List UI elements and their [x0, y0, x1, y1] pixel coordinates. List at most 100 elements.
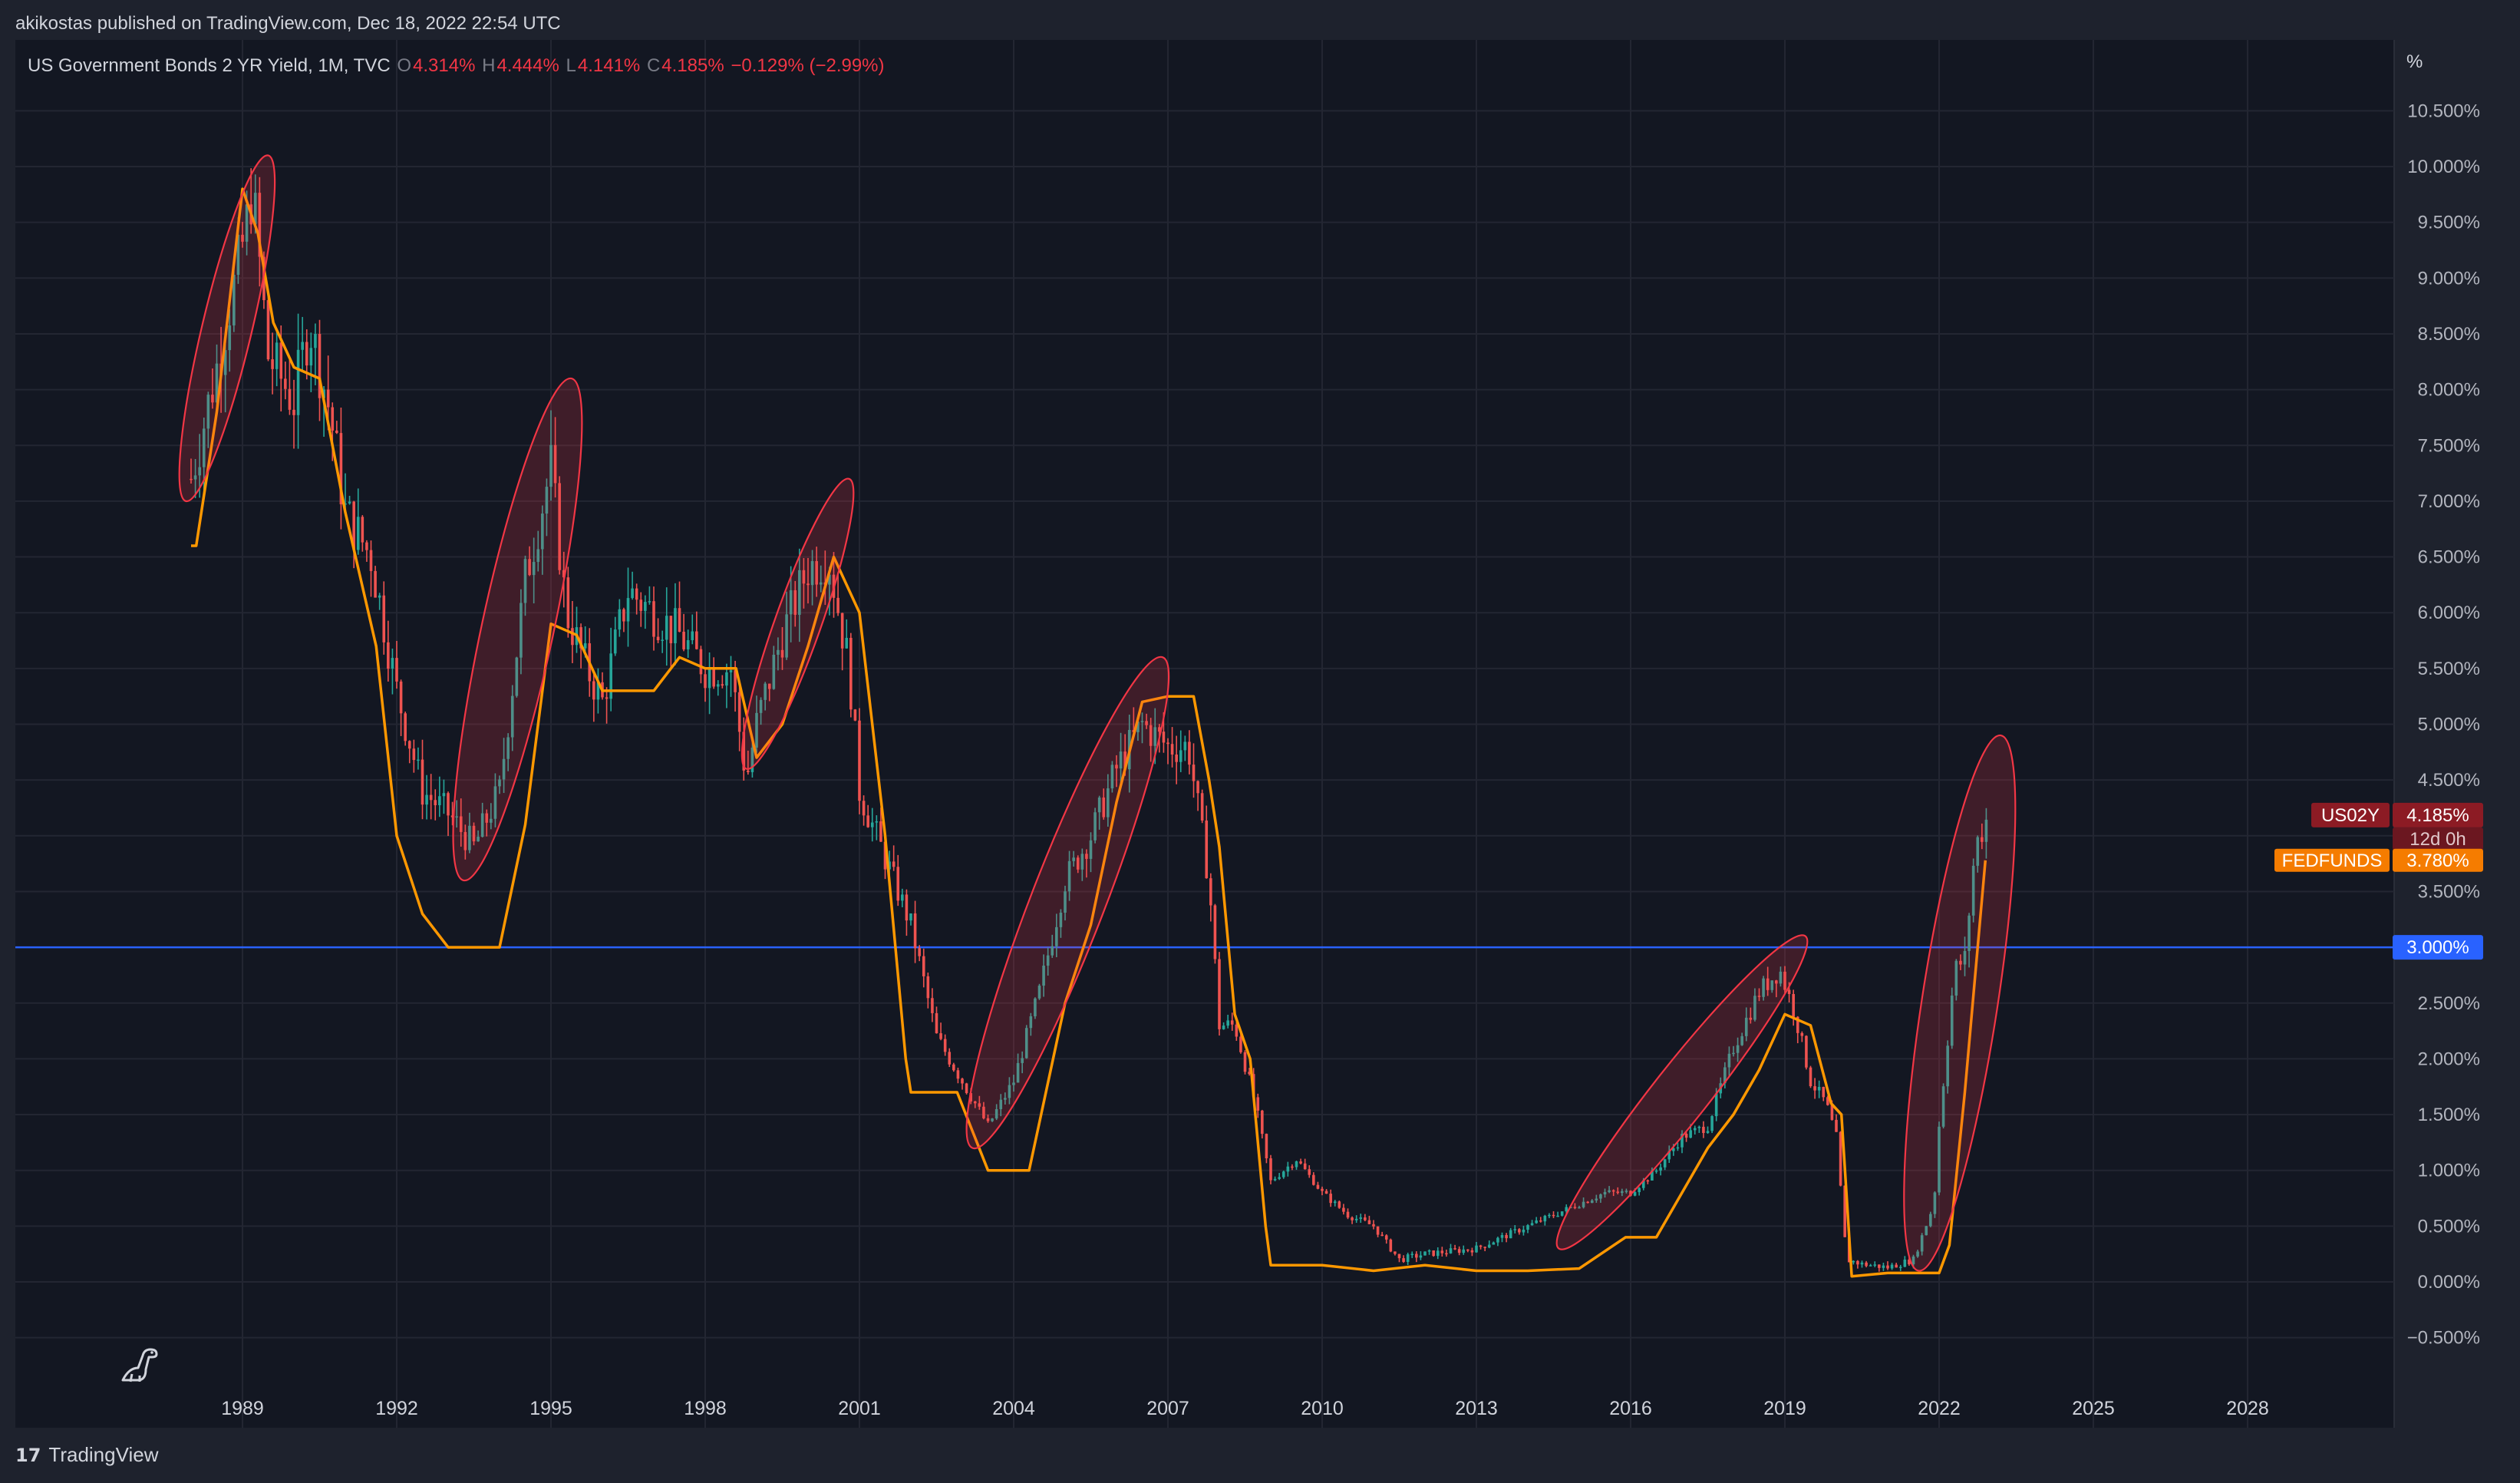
ellipse-annotation[interactable] [724, 471, 871, 777]
us02y-symbol-tag: US02Y [2321, 805, 2380, 826]
ellipse-annotation[interactable] [1537, 919, 1828, 1266]
candle-body [477, 837, 480, 842]
candle-body [1281, 1171, 1285, 1177]
y-tick-label: 7.500% [2418, 435, 2480, 456]
x-tick-label: 1989 [221, 1398, 264, 1419]
fedfunds-symbol-tag: FEDFUNDS [2282, 850, 2383, 871]
legend-change: −0.129% (−2.99%) [731, 55, 885, 76]
candle-body [1762, 978, 1765, 997]
candle-body [1321, 1188, 1324, 1191]
candle-body [1059, 912, 1063, 927]
candle-body [1158, 727, 1161, 732]
candle-body [678, 608, 681, 633]
candle-body [793, 590, 797, 615]
candle-body [1787, 989, 1791, 994]
candle-body [1757, 996, 1761, 997]
candle-body [1072, 857, 1075, 861]
candle-body [266, 300, 270, 360]
candle-body [883, 841, 887, 870]
series-legend[interactable]: US Government Bonds 2 YR Yield, 1M, TVC … [28, 55, 886, 77]
candle-body [1595, 1198, 1598, 1201]
candle-body [1723, 1067, 1727, 1084]
candle-body [1500, 1235, 1504, 1238]
y-tick-label: 7.000% [2418, 491, 2480, 512]
candle-body [669, 616, 673, 644]
candle-body [1372, 1224, 1375, 1227]
candle-body [909, 913, 912, 921]
candle-body [952, 1064, 955, 1071]
candle-body [1865, 1262, 1868, 1267]
candle-body [978, 1103, 981, 1107]
x-tick-label: 2013 [1455, 1398, 1498, 1419]
candle-body [1140, 721, 1144, 722]
tradingview-logo-icon[interactable]: 17 TradingView [15, 1443, 158, 1467]
candle-body [1380, 1234, 1384, 1237]
candle-body [1367, 1220, 1371, 1224]
candle-body [1286, 1166, 1290, 1172]
candle-body [806, 583, 810, 586]
candle-body [1578, 1207, 1581, 1209]
candle-body [228, 325, 232, 351]
candle-body [1119, 751, 1123, 769]
x-tick-label: 2007 [1146, 1398, 1189, 1419]
candle-body [314, 334, 317, 348]
us02y-countdown-tag-bg [2393, 827, 2483, 850]
legend-high-label: H [482, 55, 496, 76]
candle-body [1209, 878, 1212, 906]
fedfunds-price-tag-bg [2393, 848, 2483, 872]
candle-body [1714, 1093, 1718, 1117]
y-tick-label: 2.000% [2418, 1049, 2480, 1069]
candle-body [870, 822, 874, 827]
candle-body [1312, 1174, 1315, 1185]
candle-body [661, 639, 664, 641]
candle-body [1616, 1191, 1620, 1194]
candle-body [1192, 765, 1196, 781]
candle-body [528, 559, 531, 576]
candle-body [1188, 742, 1191, 765]
legend-close-value: 4.185% [661, 55, 724, 76]
candle-body [1672, 1148, 1675, 1151]
candle-body [1654, 1170, 1658, 1172]
ellipse-annotation[interactable] [162, 150, 292, 507]
candle-body [1929, 1214, 1932, 1227]
candle-body [644, 602, 647, 611]
candle-body [1107, 788, 1110, 817]
candle-body [1479, 1245, 1483, 1247]
ellipse-annotation[interactable] [428, 371, 606, 888]
ellipse-annotation[interactable] [1881, 730, 2038, 1277]
candle-body [1950, 995, 1954, 1046]
candle-body [1445, 1253, 1448, 1255]
candle-body [1736, 1045, 1740, 1053]
candle-body [969, 1093, 972, 1102]
candle-body [1898, 1267, 1902, 1268]
candle-body [1603, 1191, 1607, 1195]
legend-symbol[interactable]: US Government Bonds 2 YR Yield, 1M, TVC [28, 55, 391, 76]
candle-body [1012, 1082, 1015, 1085]
plot-area[interactable] [15, 40, 2394, 1428]
candle-body [1419, 1255, 1423, 1258]
candle-body [1475, 1245, 1478, 1253]
candle-body [961, 1078, 964, 1084]
candle-body [1903, 1259, 1907, 1267]
candle-body [506, 737, 510, 759]
ellipse-annotation[interactable] [938, 644, 1197, 1161]
candle-body [1402, 1258, 1405, 1262]
candle-body [1548, 1214, 1551, 1217]
candle-body [652, 601, 655, 637]
candle-body [318, 334, 322, 398]
candle-body [438, 796, 441, 806]
candle-body [1080, 854, 1084, 870]
candle-body [532, 562, 536, 576]
candle-body [1487, 1244, 1491, 1248]
candle-body [1299, 1161, 1302, 1164]
candle-body [1364, 1217, 1367, 1220]
candle-body [1938, 1126, 1941, 1193]
candle-body [922, 956, 925, 976]
fedfunds-line[interactable] [191, 187, 1987, 1278]
candle-body [704, 674, 707, 689]
candle-body [712, 666, 715, 687]
candle-body [1239, 1036, 1242, 1052]
candle-body [1624, 1191, 1628, 1192]
y-tick-label: 0.500% [2418, 1216, 2480, 1237]
